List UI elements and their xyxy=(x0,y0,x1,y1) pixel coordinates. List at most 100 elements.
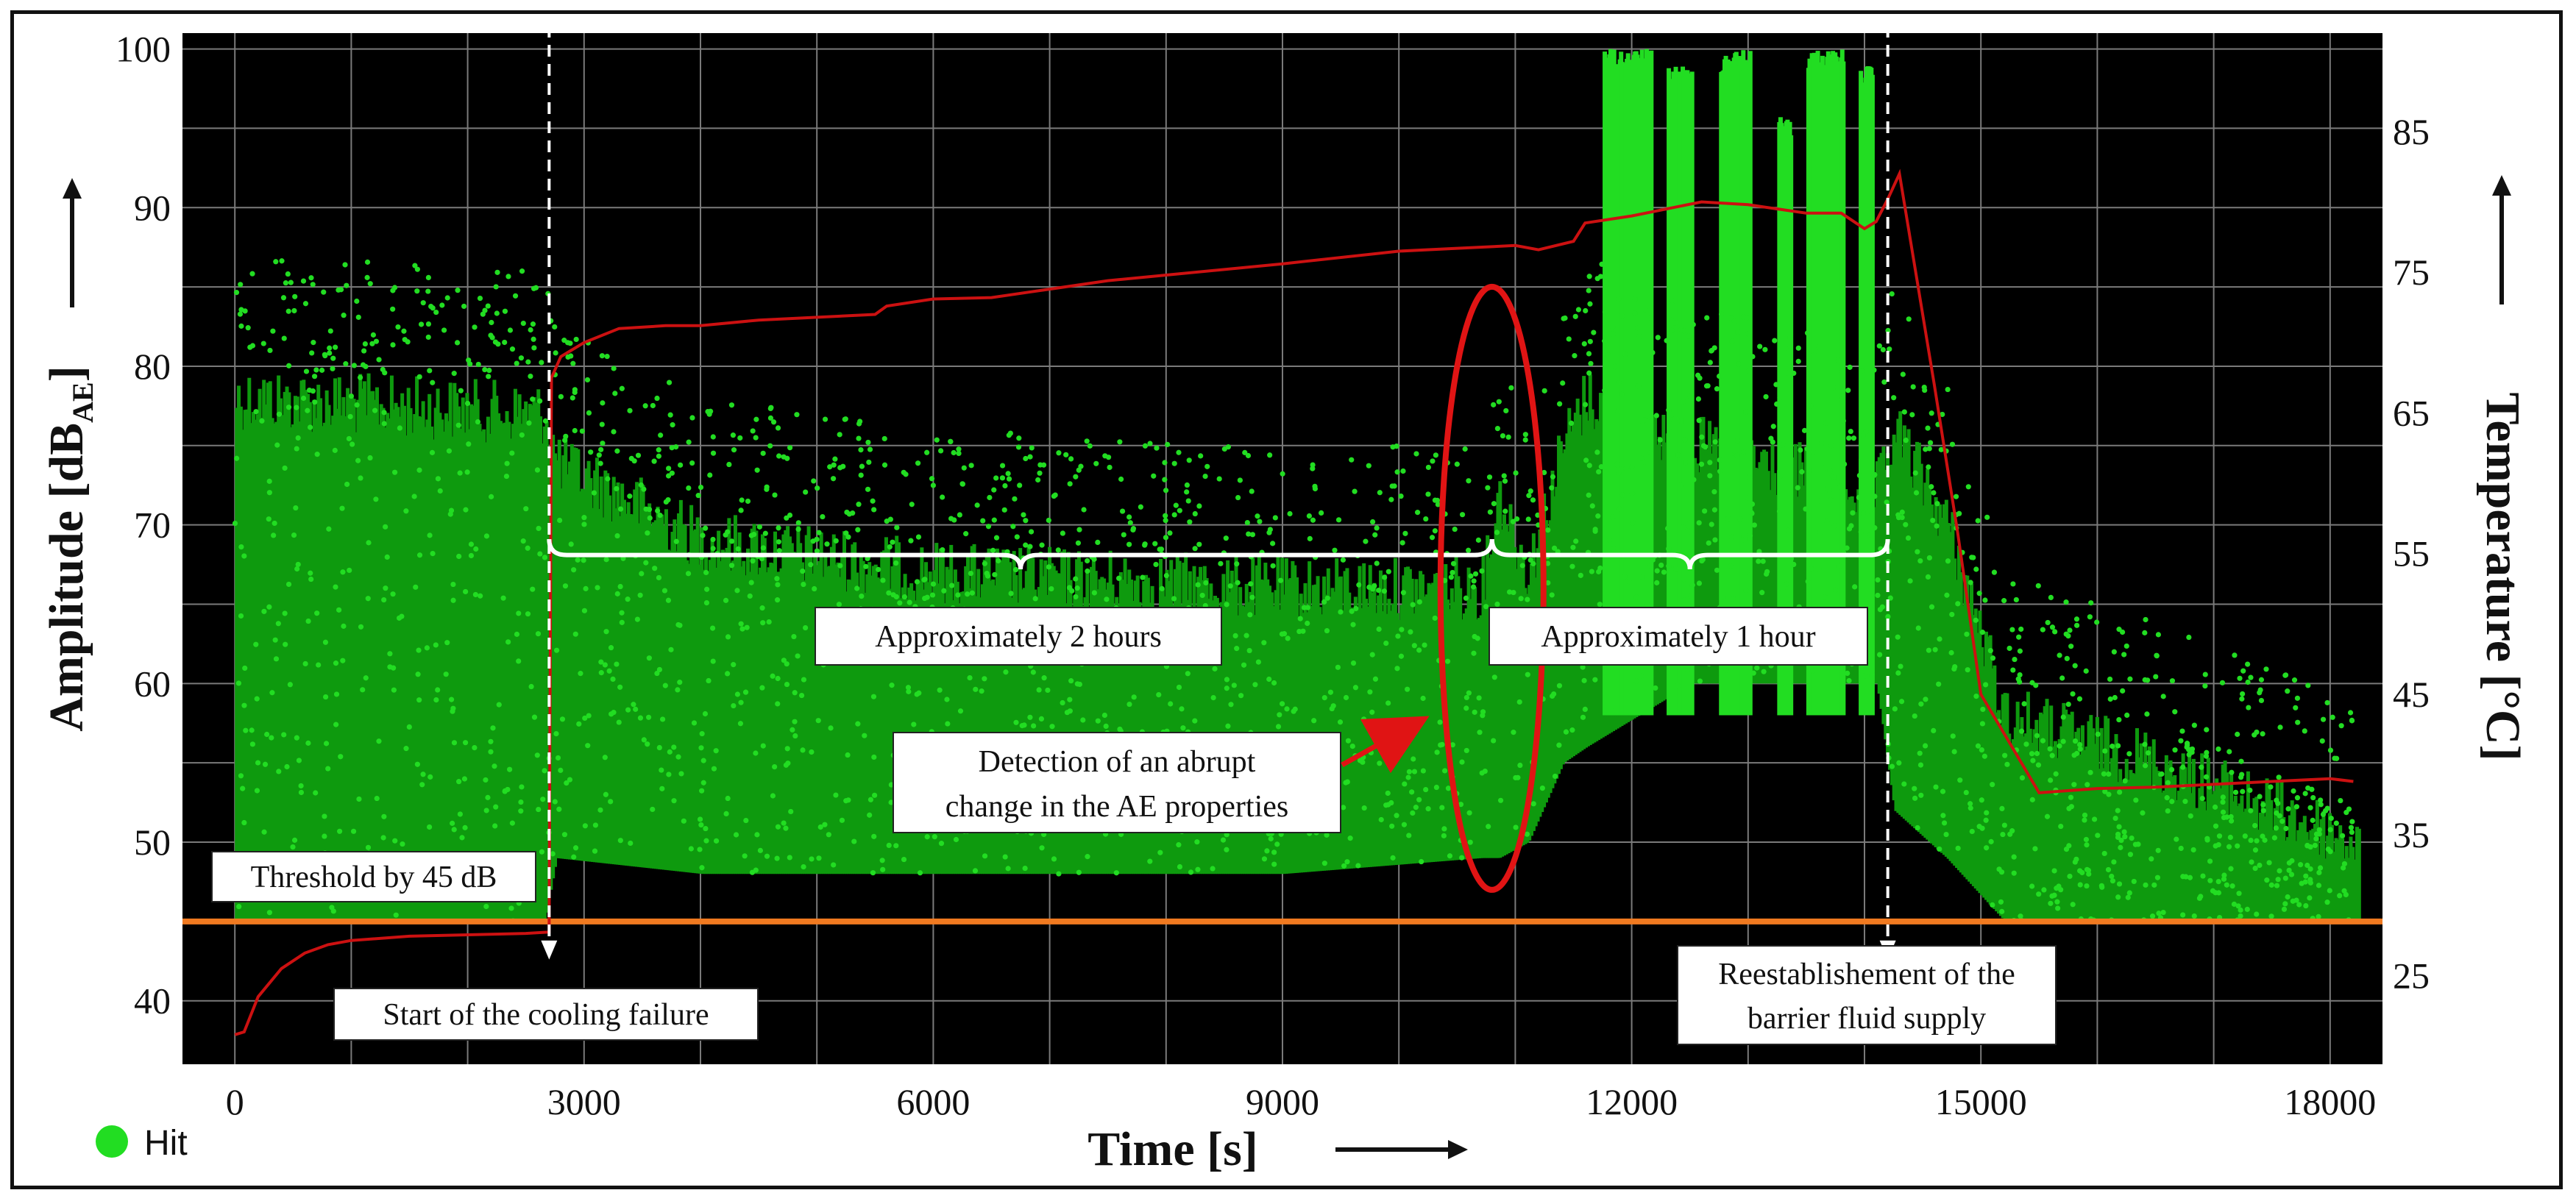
hit-point xyxy=(987,494,993,501)
hit-point xyxy=(1603,284,1609,290)
hit-point xyxy=(1965,667,1970,673)
hit-point xyxy=(1647,563,1653,569)
hit-point xyxy=(1049,585,1054,592)
hit-point xyxy=(1887,595,1893,601)
hit-point xyxy=(1817,498,1823,504)
hit-density-column xyxy=(2168,760,2173,922)
hit-point xyxy=(2087,769,2093,775)
hit-density-column xyxy=(1693,457,1697,684)
hit-point xyxy=(373,496,379,502)
hit-density-column xyxy=(1437,616,1441,862)
hit-point xyxy=(1401,822,1408,827)
hit-point xyxy=(459,835,465,841)
hit-density-column xyxy=(586,460,591,862)
hit-density-column xyxy=(2110,758,2114,922)
hit-point xyxy=(2029,797,2035,802)
hit-point xyxy=(924,834,930,840)
hit-point xyxy=(255,760,261,766)
hit-point xyxy=(1249,488,1255,494)
hit-point xyxy=(330,366,336,371)
hit-point xyxy=(2045,619,2051,626)
hit-point xyxy=(271,532,277,538)
hit-point xyxy=(430,550,436,557)
hit-point xyxy=(1162,460,1168,466)
hit-point xyxy=(753,416,759,422)
hit-point xyxy=(1261,856,1268,862)
hit-density-column xyxy=(1266,579,1270,874)
hit-point xyxy=(2242,833,2248,839)
hit-density-column xyxy=(1968,611,1972,882)
hit-density-column xyxy=(934,543,939,874)
hit-point xyxy=(2227,834,2233,841)
hit-density-column xyxy=(1093,571,1098,874)
hit-point xyxy=(1413,451,1419,457)
hit-point xyxy=(2276,774,2282,780)
hit-point xyxy=(492,339,498,345)
hit-density-column xyxy=(1458,588,1463,860)
hit-point xyxy=(787,855,792,861)
hit-point xyxy=(1225,723,1231,729)
hit-point xyxy=(817,824,823,830)
hit-density-column xyxy=(2095,716,2099,922)
hit-point xyxy=(932,834,937,840)
hit-point xyxy=(241,819,247,826)
hit-point xyxy=(1414,510,1421,516)
hit-point xyxy=(792,690,798,696)
hit-point xyxy=(1249,532,1256,538)
hit-point xyxy=(311,374,318,380)
hit-density-column xyxy=(2317,855,2321,922)
hit-point xyxy=(1459,512,1466,518)
hit-density-column xyxy=(1144,574,1149,874)
hit-density-column xyxy=(670,532,675,871)
hit-density-column xyxy=(1012,551,1016,874)
hit-point xyxy=(1067,481,1073,487)
hit-density-column xyxy=(2062,702,2066,922)
hit-point xyxy=(1862,673,1868,679)
hit-point xyxy=(2282,901,2288,907)
hit-density-column xyxy=(991,579,996,874)
hit-density-column xyxy=(636,523,641,867)
hit-density-column xyxy=(1513,546,1517,850)
hit-point xyxy=(703,838,709,844)
hit-point xyxy=(1007,430,1013,436)
hit-point xyxy=(1544,560,1551,566)
hit-density-column xyxy=(1466,567,1471,860)
hit-point xyxy=(957,512,962,518)
hit-density-column xyxy=(1433,574,1438,862)
hit-density-column xyxy=(280,415,285,922)
hit-point xyxy=(1575,307,1582,313)
annotation-abrupt-change: Detection of an abrupt change in the AE … xyxy=(893,732,1341,833)
hit-point xyxy=(1391,483,1397,489)
hit-point xyxy=(1003,669,1009,675)
hit-point xyxy=(281,335,287,341)
hit-point xyxy=(537,398,543,404)
y-tick-label: 100 xyxy=(116,29,171,70)
hit-point xyxy=(2111,859,2117,865)
hit-point xyxy=(1248,581,1254,587)
hit-point xyxy=(1292,706,1298,712)
hit-point xyxy=(2273,825,2279,831)
hit-point xyxy=(553,647,560,653)
hit-point xyxy=(266,910,272,916)
hit-point xyxy=(530,396,536,402)
hit-point xyxy=(1642,307,1648,313)
hit-point xyxy=(2127,852,2134,858)
annotation-threshold: Threshold by 45 dB xyxy=(211,851,536,902)
hit-density-column xyxy=(251,412,255,922)
hit-density-column xyxy=(611,477,616,865)
hit-point xyxy=(2102,748,2108,754)
y2-tick-label: 65 xyxy=(2393,392,2430,433)
hit-point xyxy=(1688,549,1694,555)
hit-point xyxy=(1795,345,1801,351)
hit-density-column xyxy=(453,382,457,922)
hit-point xyxy=(1306,513,1313,519)
hit-point xyxy=(1711,345,1717,351)
hit-point xyxy=(845,534,851,540)
hit-point xyxy=(1712,439,1718,445)
hit-point xyxy=(2116,881,2123,887)
hit-density-column xyxy=(1351,609,1355,869)
hit-point xyxy=(1463,747,1469,754)
hit-point xyxy=(1757,343,1763,349)
hit-point xyxy=(507,327,514,333)
hit-point xyxy=(2048,777,2054,783)
